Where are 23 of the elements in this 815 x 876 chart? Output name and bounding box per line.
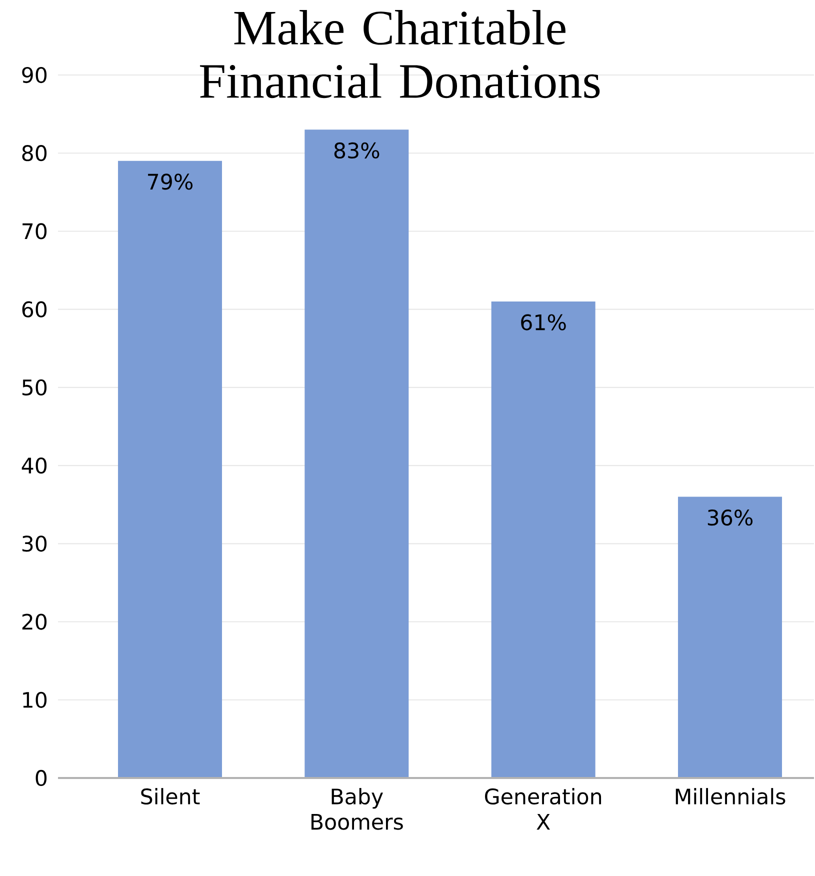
data-label: 83% bbox=[334, 142, 380, 159]
y-tick-label: 50 bbox=[22, 379, 47, 396]
y-tick-label: 10 bbox=[23, 692, 47, 708]
y-tick-label: 90 bbox=[22, 66, 47, 84]
y-tick-label: 80 bbox=[22, 145, 47, 162]
data-label: 36% bbox=[708, 510, 753, 526]
chart-title: Make Charitable Financial Donations bbox=[200, 10, 600, 98]
bar bbox=[304, 130, 409, 778]
bar bbox=[678, 496, 782, 778]
data-label: 61% bbox=[521, 314, 566, 330]
y-tick-label: 40 bbox=[22, 457, 47, 474]
data-label: 79% bbox=[148, 174, 193, 190]
bar bbox=[491, 302, 596, 778]
y-tick-label: 70 bbox=[22, 223, 47, 240]
y-tick-label: 60 bbox=[22, 301, 47, 318]
bar bbox=[118, 160, 222, 778]
x-tick-label: Silent bbox=[141, 788, 200, 805]
y-tick-label: 0 bbox=[36, 770, 47, 786]
x-tick-label: Millennials bbox=[676, 788, 786, 805]
x-tick-label: Baby Boomers bbox=[311, 788, 403, 830]
x-tick-label: Generation X bbox=[485, 788, 602, 830]
y-tick-label: 30 bbox=[22, 536, 47, 552]
y-tick-label: 20 bbox=[22, 614, 47, 630]
